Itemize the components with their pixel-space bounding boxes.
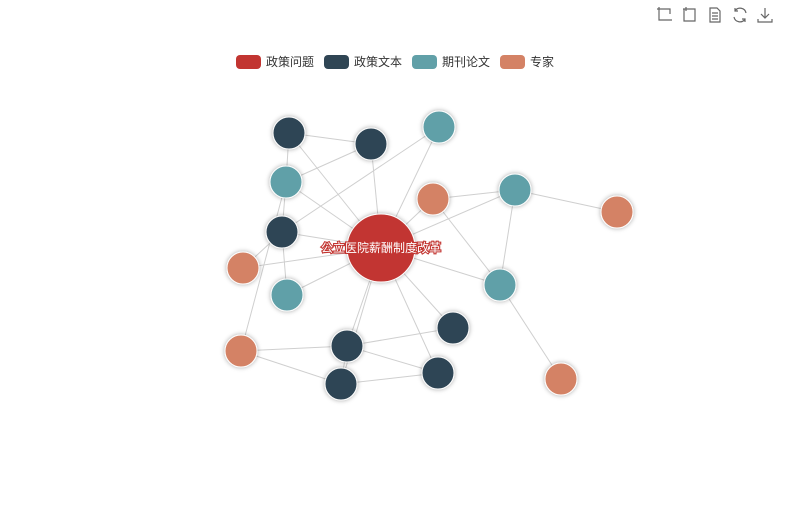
zoom-back-icon[interactable] (681, 6, 699, 24)
graph-node[interactable] (416, 182, 450, 216)
legend-label: 期刊论文 (442, 55, 491, 69)
graph-node[interactable] (354, 127, 388, 161)
graph-node[interactable] (600, 195, 634, 229)
graph-link (240, 345, 348, 352)
restore-icon[interactable] (731, 6, 749, 24)
graph-link (499, 284, 562, 380)
graph-link (281, 126, 440, 233)
legend: 政策问题 政策文本 期刊论文 专家 (0, 53, 790, 70)
legend-label: 政策文本 (353, 55, 402, 69)
download-icon[interactable] (756, 6, 774, 24)
toolbox (656, 6, 774, 24)
graph-link (514, 189, 618, 213)
graph-node[interactable] (483, 268, 517, 302)
graph-node[interactable] (544, 362, 578, 396)
graph-node[interactable] (269, 165, 303, 199)
graph-link (432, 198, 501, 286)
graph-node[interactable] (226, 251, 260, 285)
graph-node[interactable] (498, 173, 532, 207)
legend-swatch (500, 54, 526, 69)
graph-node[interactable] (346, 213, 416, 283)
graph-node[interactable] (270, 278, 304, 312)
legend-item-journal-paper[interactable]: 期刊论文 (412, 53, 490, 70)
graph-node[interactable] (224, 334, 258, 368)
links-layer (240, 126, 618, 385)
data-view-icon[interactable] (706, 6, 724, 24)
graph-node[interactable] (422, 110, 456, 144)
zoom-select-icon[interactable] (656, 6, 674, 24)
legend-swatch (323, 54, 349, 69)
legend-item-policy-text[interactable]: 政策文本 (323, 53, 402, 70)
graph-node[interactable] (436, 311, 470, 345)
legend-swatch (235, 54, 261, 69)
legend-label: 专家 (530, 55, 555, 69)
graph-node-label: 公立医院薪酬制度改革 (321, 240, 441, 255)
graph-node[interactable] (330, 329, 364, 363)
nodes-layer: 公立医院薪酬制度改革 (224, 110, 634, 401)
graph-link (240, 181, 287, 352)
graph-link (240, 350, 342, 385)
legend-swatch (412, 54, 437, 69)
legend-label: 政策问题 (265, 55, 314, 69)
graph-node[interactable] (324, 367, 358, 401)
graph-node[interactable] (265, 215, 299, 249)
graph-node[interactable] (421, 356, 455, 390)
legend-item-policy-issue[interactable]: 政策问题 (235, 53, 314, 70)
graph-node[interactable] (272, 116, 306, 150)
graph-link (346, 327, 454, 347)
legend-item-expert[interactable]: 专家 (500, 53, 554, 70)
